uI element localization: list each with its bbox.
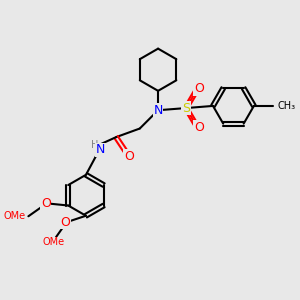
- Text: N: N: [153, 104, 163, 117]
- Text: O: O: [194, 82, 204, 95]
- Text: N: N: [95, 143, 105, 156]
- Text: O: O: [194, 121, 204, 134]
- Text: H: H: [91, 140, 98, 150]
- Text: CH₃: CH₃: [277, 101, 295, 111]
- Text: O: O: [41, 197, 51, 210]
- Text: O: O: [124, 150, 134, 163]
- Text: O: O: [61, 216, 70, 229]
- Text: OMe: OMe: [3, 211, 26, 221]
- Text: S: S: [182, 102, 190, 115]
- Text: OMe: OMe: [43, 238, 65, 248]
